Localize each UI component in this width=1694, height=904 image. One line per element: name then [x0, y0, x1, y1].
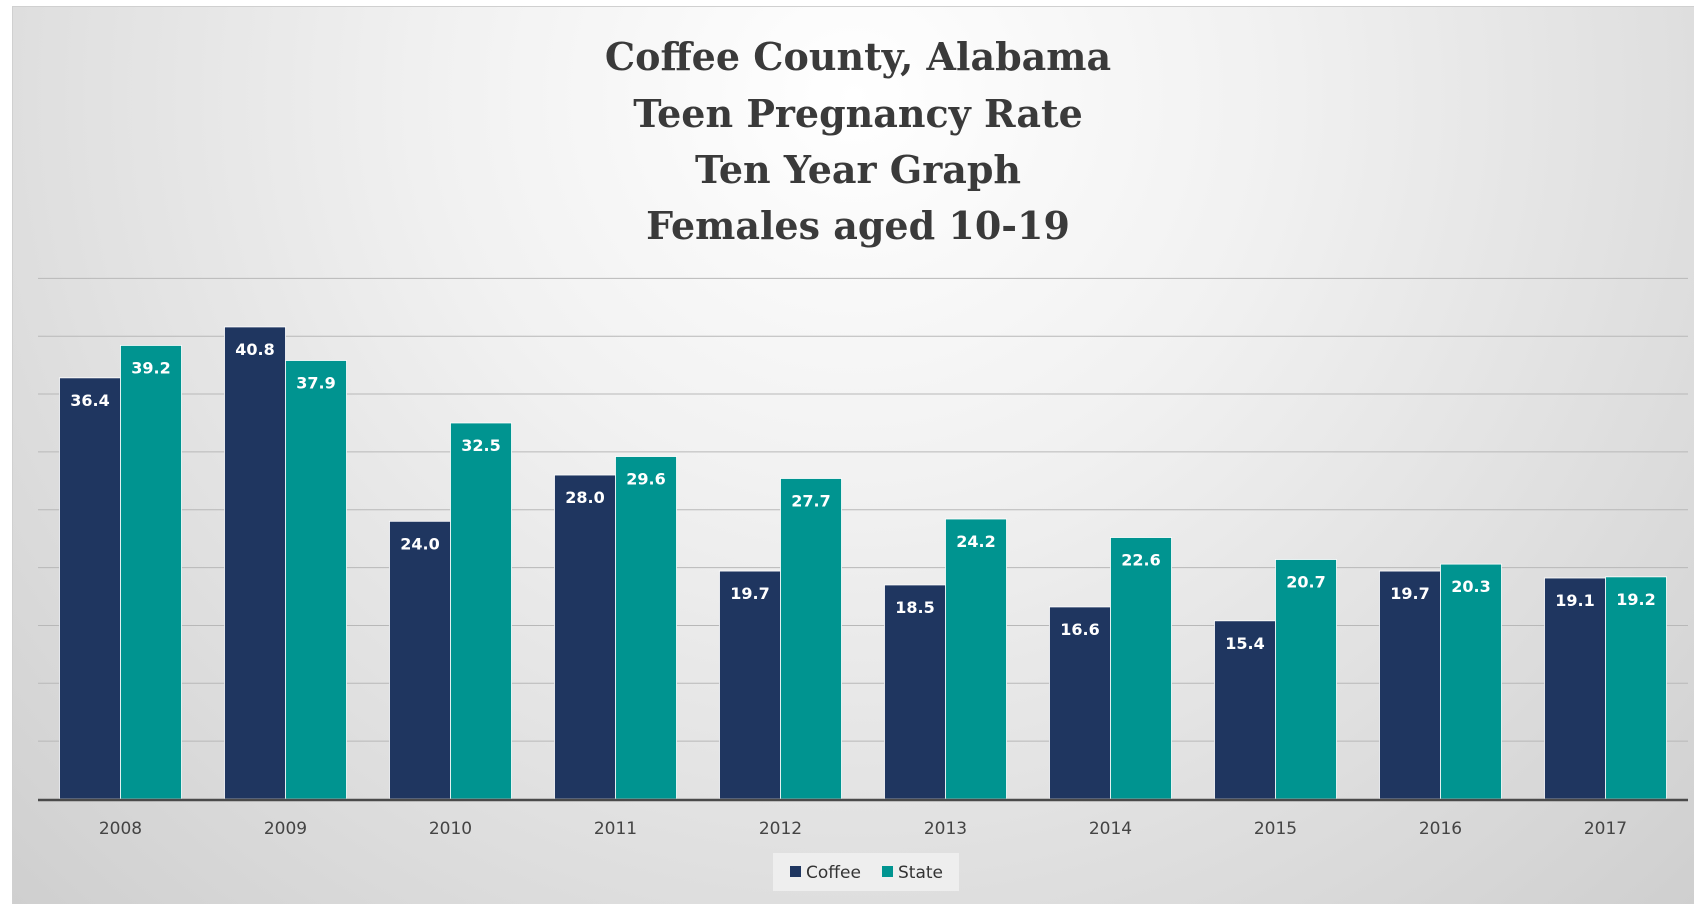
data-label-coffee-2011: 28.0 — [565, 488, 604, 507]
chart-frame: Coffee County, Alabama Teen Pregnancy Ra… — [12, 6, 1694, 904]
bar-state-2017 — [1605, 576, 1667, 800]
x-tick-label-2015: 2015 — [1254, 819, 1297, 839]
chart-title-line-2: Teen Pregnancy Rate — [633, 91, 1083, 136]
data-labels: 36.4 39.2 40.8 37.9 24.0 32.5 28.0 29.6 19.7 27.7… — [70, 340, 1655, 653]
bar-coffee-2012 — [719, 570, 781, 800]
chart-svg: Coffee County, Alabama Teen Pregnancy Ra… — [38, 34, 1688, 891]
data-label-coffee-2012: 19.7 — [730, 584, 769, 603]
legend-label-state: State — [898, 863, 943, 883]
x-tick-label-2017: 2017 — [1584, 819, 1627, 839]
bar-coffee-2013 — [884, 584, 946, 800]
data-label-state-2010: 32.5 — [461, 436, 500, 455]
bar-state-2015 — [1275, 559, 1337, 800]
x-tick-label-2012: 2012 — [759, 819, 802, 839]
bar-state-2014 — [1110, 537, 1172, 800]
bar-coffee-2010 — [389, 520, 451, 800]
bar-state-2013 — [945, 518, 1007, 800]
chart-title-line-3: Ten Year Graph — [695, 147, 1021, 192]
bar-state-2008 — [120, 345, 182, 800]
x-tick-label-2014: 2014 — [1089, 819, 1132, 839]
x-tick-label-2010: 2010 — [429, 819, 472, 839]
chart-title-line-4: Females aged 10-19 — [646, 203, 1070, 248]
data-label-state-2016: 20.3 — [1451, 577, 1490, 596]
x-tick-labels: 2008 2009 2010 2011 2012 2013 2014 2015 2016 2017 — [99, 819, 1627, 839]
x-tick-label-2008: 2008 — [99, 819, 142, 839]
bar-coffee-2016 — [1379, 570, 1441, 800]
bars — [59, 326, 1667, 800]
data-label-state-2017: 19.2 — [1616, 590, 1655, 609]
data-label-coffee-2017: 19.1 — [1555, 591, 1594, 610]
bar-state-2009 — [285, 360, 347, 800]
data-label-state-2014: 22.6 — [1121, 551, 1160, 570]
data-label-state-2011: 29.6 — [626, 470, 665, 489]
x-tick-label-2013: 2013 — [924, 819, 967, 839]
legend-swatch-coffee — [790, 866, 801, 877]
data-label-state-2009: 37.9 — [296, 373, 335, 392]
data-label-coffee-2009: 40.8 — [235, 340, 274, 359]
legend: Coffee State — [773, 853, 959, 891]
bar-coffee-2017 — [1544, 577, 1606, 800]
legend-label-coffee: Coffee — [806, 863, 861, 883]
data-label-state-2008: 39.2 — [131, 358, 170, 377]
chart-title-line-1: Coffee County, Alabama — [605, 34, 1111, 79]
data-label-coffee-2010: 24.0 — [400, 534, 439, 553]
data-label-coffee-2015: 15.4 — [1225, 634, 1264, 653]
data-label-coffee-2013: 18.5 — [895, 598, 934, 617]
bar-coffee-2008 — [59, 377, 121, 800]
data-label-state-2012: 27.7 — [791, 492, 830, 511]
bar-state-2011 — [615, 456, 677, 800]
bar-state-2010 — [450, 422, 512, 800]
legend-box — [773, 853, 959, 891]
data-label-state-2015: 20.7 — [1286, 573, 1325, 592]
x-tick-label-2016: 2016 — [1419, 819, 1462, 839]
chart-title: Coffee County, Alabama Teen Pregnancy Ra… — [605, 34, 1111, 248]
data-label-coffee-2014: 16.6 — [1060, 620, 1099, 639]
x-tick-label-2009: 2009 — [264, 819, 307, 839]
bar-coffee-2009 — [224, 326, 286, 800]
legend-swatch-state — [882, 866, 893, 877]
x-tick-label-2011: 2011 — [594, 819, 637, 839]
bar-coffee-2011 — [554, 474, 616, 800]
data-label-coffee-2016: 19.7 — [1390, 584, 1429, 603]
data-label-coffee-2008: 36.4 — [70, 391, 109, 410]
bar-state-2016 — [1440, 563, 1502, 800]
bar-state-2012 — [780, 478, 842, 800]
data-label-state-2013: 24.2 — [956, 532, 995, 551]
